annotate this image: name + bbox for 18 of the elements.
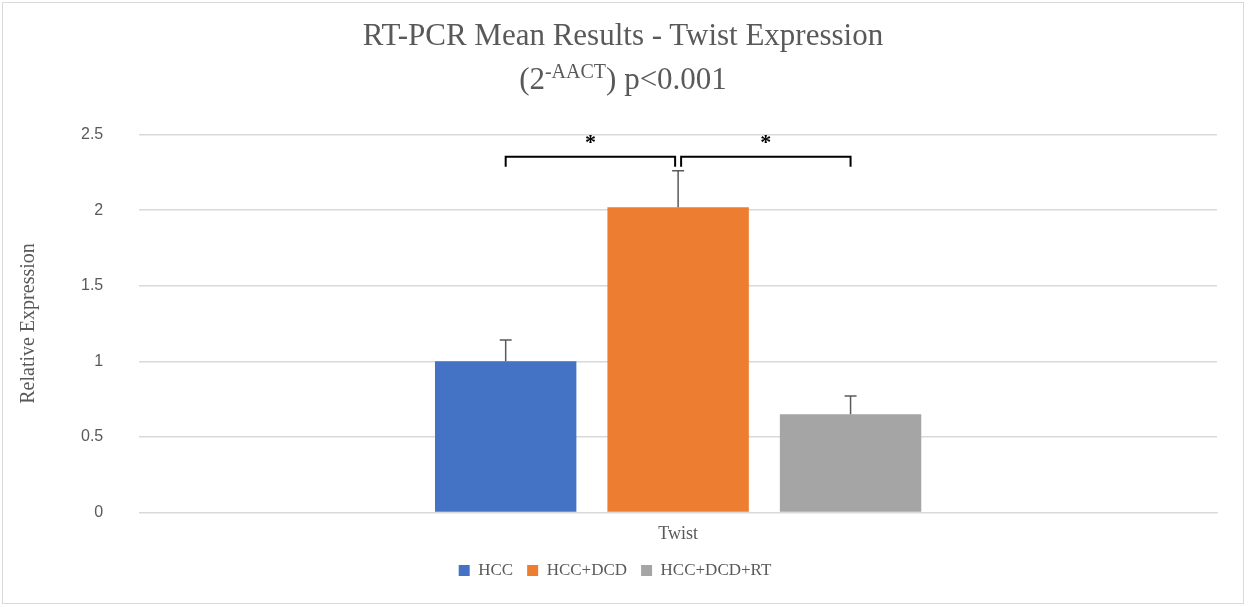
y-tick-label: 0.5 [80, 427, 104, 445]
y-axis-title: Relative Expression [16, 243, 40, 404]
y-tick-label: 1 [94, 351, 104, 369]
x-tick-label: Twist [658, 522, 698, 543]
y-tick-label: 2.5 [80, 125, 104, 143]
legend-label: HCC [478, 559, 514, 579]
bar [779, 414, 922, 512]
y-tick-label: 2 [94, 200, 104, 218]
y-tick-label: 0 [94, 502, 104, 520]
y-tick-label: 1.5 [80, 276, 104, 294]
legend-label: HCC+DCD [546, 559, 628, 579]
bar [607, 207, 749, 512]
chart-subtitle: (2$^{-AACT}$) p<0.001 [518, 59, 728, 98]
annotation: * [584, 128, 596, 154]
chart-title: RT-PCR Mean Results - Twist Expression [361, 17, 885, 53]
bar [434, 361, 577, 512]
annotation: * [760, 128, 772, 154]
legend-label: HCC+DCD+RT [660, 559, 772, 579]
